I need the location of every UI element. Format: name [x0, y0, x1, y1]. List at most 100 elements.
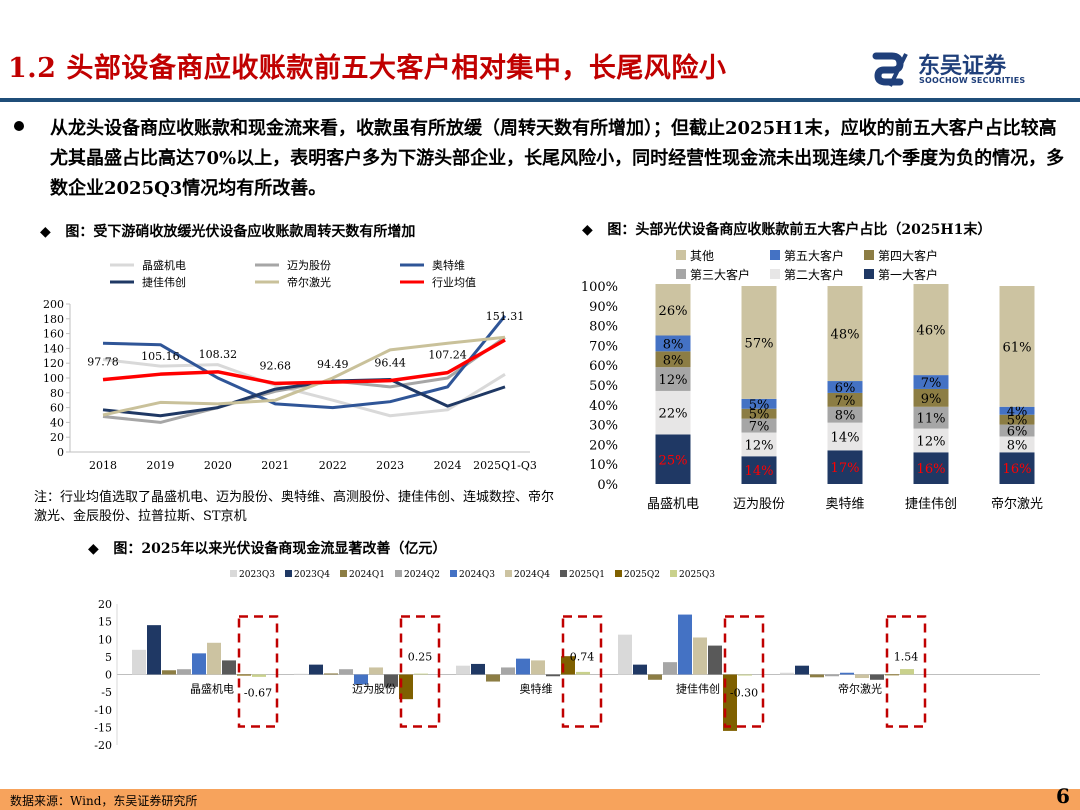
segment-label: 8%: [663, 353, 684, 368]
y-tick-label: 200: [43, 298, 64, 311]
segment-label: 6%: [835, 381, 856, 396]
highlight-box: [885, 615, 927, 728]
bar-segment-第二大客户: [655, 390, 691, 435]
legend-label: 2023Q4: [294, 570, 330, 580]
legend-swatch: [450, 570, 457, 577]
bar-2025Q3: [900, 669, 914, 675]
highlight-box: [399, 615, 441, 728]
bar-segment-第三大客户: [827, 406, 863, 423]
highlight-label: 0.25: [408, 651, 433, 664]
bar-segment-第五大客户: [655, 335, 691, 352]
y-tick-label: 100%: [581, 280, 618, 295]
segment-label: 7%: [749, 420, 770, 435]
header-divider: [0, 98, 1080, 102]
segment-label: 8%: [835, 409, 856, 424]
summary-text: 从龙头设备商应收账款和现金流来看，收款虽有所放缓（周转天数有所增加）；但截止20…: [50, 118, 1065, 199]
legend-label: 晶盛机电: [142, 258, 186, 272]
bar-2024Q2: [825, 674, 839, 677]
bar-segment-第三大客户: [999, 424, 1035, 437]
bar-segment-其他: [655, 284, 691, 336]
bar-2023Q4: [633, 664, 647, 675]
bar-2023Q3: [618, 634, 632, 675]
bar-segment-第五大客户: [913, 375, 949, 389]
legend-label: 第五大客户: [784, 248, 844, 263]
bar-2024Q4: [531, 660, 545, 675]
bar-2023Q3: [780, 672, 794, 675]
segment-label: 61%: [1003, 340, 1032, 355]
soochow-logo-icon: [872, 52, 908, 87]
legend-label: 第一大客户: [878, 267, 938, 282]
highlight-label: -0.67: [244, 687, 272, 700]
segment-label: 11%: [917, 412, 946, 427]
chart3-caption: ◆ 图：2025年以来光伏设备商现金流显著改善（亿元）: [88, 541, 447, 557]
segment-label: 48%: [831, 328, 860, 343]
bar-2024Q1: [162, 670, 176, 675]
legend-label: 行业均值: [432, 276, 476, 289]
data-label: 151.31: [486, 310, 525, 323]
segment-label: 14%: [831, 430, 860, 445]
bar-2025Q1: [546, 674, 560, 677]
x-tick-label: 迈为股份: [352, 683, 396, 696]
legend-label: 2023Q3: [239, 570, 275, 580]
bar-2025Q3: [576, 671, 590, 675]
legend-swatch: [230, 570, 237, 577]
legend-label: 2025Q2: [624, 570, 660, 580]
bar-2025Q3: [414, 673, 428, 675]
series-line-奥特维: [102, 314, 507, 410]
data-source: 数据来源：Wind，东吴证券研究所: [10, 794, 198, 808]
highlight-label: 0.74: [570, 651, 595, 664]
y-tick-label: -5: [101, 686, 112, 699]
y-tick-label: 80%: [589, 320, 618, 335]
bar-2025Q1: [870, 674, 884, 680]
x-tick-label: 奥特维: [825, 497, 864, 512]
bar-2023Q4: [795, 665, 809, 675]
segment-label: 6%: [1007, 425, 1028, 440]
legend-swatch: [560, 570, 567, 577]
legend-swatch: [340, 570, 347, 577]
y-tick-label: 60: [50, 402, 64, 415]
data-label: 94.49: [317, 358, 349, 371]
bar-2025Q3: [738, 674, 752, 676]
bar-segment-第三大客户: [913, 406, 949, 429]
y-tick-label: -10: [94, 704, 112, 717]
legend-label: 捷佳伟创: [142, 275, 186, 289]
y-tick-label: 20: [50, 431, 64, 444]
segment-label: 8%: [663, 337, 684, 352]
y-tick-label: 160: [43, 328, 64, 341]
data-label: 107.24: [428, 349, 467, 362]
y-tick-label: 10: [98, 633, 112, 646]
legend-label: 迈为股份: [287, 259, 331, 272]
bar-2024Q1: [648, 674, 662, 680]
segment-label: 57%: [745, 336, 774, 351]
bar-2025Q2: [399, 674, 413, 700]
bar-2023Q4: [471, 663, 485, 675]
bar-segment-第二大客户: [999, 436, 1035, 453]
x-tick-label: 2024: [434, 459, 462, 472]
bar-segment-第一大客户: [827, 450, 863, 484]
bar-2024Q1: [810, 674, 824, 678]
bar-segment-其他: [741, 286, 777, 399]
x-tick-label: 帝尔激光: [838, 682, 882, 696]
bar-segment-第四大客户: [741, 408, 777, 419]
highlight-box: [723, 615, 765, 728]
bar-2025Q1: [708, 645, 722, 675]
x-tick-label: 捷佳伟创: [676, 682, 720, 696]
y-tick-label: -20: [94, 739, 112, 752]
y-tick-label: 0%: [597, 478, 618, 493]
footer-bar: [0, 789, 1080, 810]
series-line-晶盛机电: [102, 358, 506, 418]
y-tick-label: 70%: [589, 339, 618, 354]
legend-swatch: [395, 570, 402, 577]
bar-2024Q4: [369, 667, 383, 675]
series-line-帝尔激光: [102, 335, 506, 417]
segment-label: 17%: [831, 461, 860, 476]
segment-label: 25%: [659, 453, 688, 468]
legend-swatch: [770, 269, 780, 279]
bar-2023Q3: [132, 649, 146, 675]
highlight-label: 1.54: [894, 651, 919, 664]
bar-2023Q3: [456, 665, 470, 675]
legend-label: 2024Q3: [459, 570, 495, 580]
segment-label: 46%: [917, 324, 946, 339]
x-tick-label: 2023: [376, 459, 404, 472]
